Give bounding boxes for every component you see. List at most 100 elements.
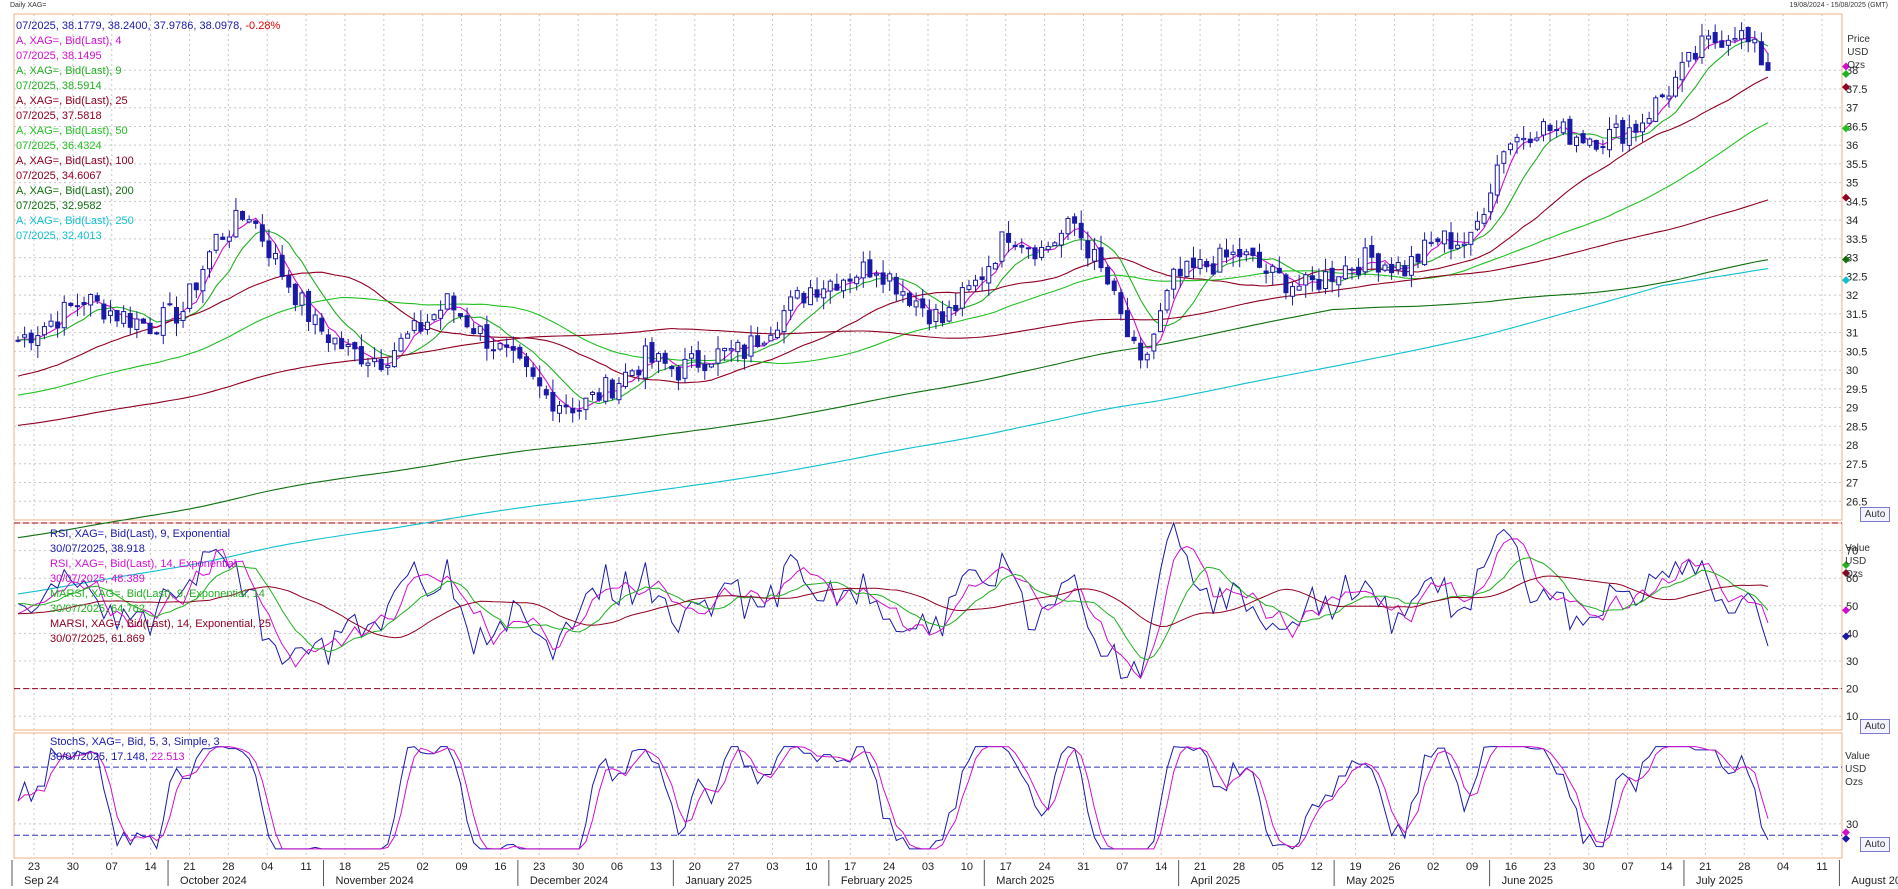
price-tick-label: 32 bbox=[1846, 290, 1858, 302]
candle-body bbox=[999, 231, 1005, 262]
price-axis-marker bbox=[1842, 255, 1850, 264]
x-tick-label: 17 bbox=[844, 861, 856, 873]
rsi-auto-button[interactable]: Auto bbox=[1860, 719, 1890, 734]
candle-body bbox=[1719, 40, 1725, 48]
price-legend-text: 07/2025, 38.5914 bbox=[16, 80, 102, 92]
price-legend-line: 07/2025, 34.6067 bbox=[16, 169, 280, 184]
candle-body bbox=[154, 332, 160, 335]
candle-body bbox=[1052, 242, 1058, 247]
price-tick-label: 28.5 bbox=[1846, 421, 1867, 433]
candle-body bbox=[226, 236, 232, 242]
candle-body bbox=[398, 337, 404, 352]
candle-body bbox=[973, 279, 979, 287]
rsi-legend-text: MARSI, XAG=, Bid(Last), 14, Exponential,… bbox=[50, 618, 272, 630]
rsi-units: Value USD Ozs bbox=[1845, 542, 1870, 581]
candle-body bbox=[1745, 26, 1751, 43]
x-tick-label: 14 bbox=[144, 861, 156, 873]
price-legend-text: A, XAG=, Bid(Last), 200 bbox=[16, 185, 134, 197]
candle-body bbox=[457, 313, 463, 317]
candle-body bbox=[1362, 247, 1368, 273]
rsi-tick-label: 60 bbox=[1846, 573, 1858, 585]
price-tick-label: 30 bbox=[1846, 365, 1858, 377]
candle-body bbox=[1098, 247, 1104, 269]
candle-body bbox=[1580, 133, 1586, 144]
candle-body bbox=[979, 276, 985, 280]
candle-body bbox=[946, 307, 952, 322]
candle-body bbox=[160, 307, 166, 336]
candle-body bbox=[1514, 136, 1520, 143]
x-tick-label: 07 bbox=[106, 861, 118, 873]
candle-body bbox=[1448, 232, 1454, 250]
candle-body bbox=[1190, 257, 1196, 269]
candle-body bbox=[1257, 251, 1263, 268]
candle-body bbox=[629, 370, 635, 377]
rsi-tick-label: 40 bbox=[1846, 628, 1858, 640]
price-legend-text: 07/2025, 36.4324 bbox=[16, 140, 102, 152]
price-tick-label: 37.5 bbox=[1846, 84, 1867, 96]
candle-body bbox=[1072, 216, 1078, 224]
candle-body bbox=[1138, 342, 1144, 361]
candle-body bbox=[1481, 214, 1487, 224]
candle-body bbox=[1626, 127, 1632, 146]
candle-body bbox=[517, 346, 523, 359]
x-tick-label: 04 bbox=[1777, 861, 1789, 873]
candle-body bbox=[193, 282, 199, 291]
x-tick-label: 21 bbox=[1699, 861, 1711, 873]
candle-body bbox=[1712, 32, 1718, 44]
candle-body bbox=[1296, 285, 1302, 291]
candle-body bbox=[1085, 240, 1091, 259]
x-tick-label: 02 bbox=[1427, 861, 1439, 873]
candle-body bbox=[596, 392, 602, 401]
price-legend-line: A, XAG=, Bid(Last), 250 bbox=[16, 214, 280, 229]
candle-body bbox=[81, 302, 87, 306]
candle-body bbox=[490, 349, 496, 352]
rsi-legend-line: MARSI, XAG=, Bid(Last), 9, Exponential, … bbox=[50, 587, 271, 602]
candle-body bbox=[1210, 263, 1216, 275]
candle-body bbox=[702, 363, 708, 372]
candle-body bbox=[814, 289, 820, 298]
x-tick-label: 26 bbox=[1388, 861, 1400, 873]
candle-body bbox=[907, 292, 913, 306]
price-legend-text: A, XAG=, Bid(Last), 4 bbox=[16, 35, 122, 47]
price-tick-label: 33.5 bbox=[1846, 234, 1867, 246]
stoch-auto-button[interactable]: Auto bbox=[1860, 837, 1890, 852]
candle-body bbox=[682, 358, 688, 379]
candle-body bbox=[708, 363, 714, 368]
candle-body bbox=[603, 377, 609, 402]
candle-body bbox=[1613, 123, 1619, 128]
moving-average-line bbox=[17, 259, 1769, 539]
candle-body bbox=[279, 254, 285, 278]
candle-body bbox=[847, 278, 853, 282]
candle-body bbox=[966, 285, 972, 290]
candle-body bbox=[319, 317, 325, 332]
rsi-legend-text: 30/07/2025, 61.869 bbox=[50, 633, 145, 645]
candle-body bbox=[1587, 138, 1593, 146]
candle-body bbox=[1640, 122, 1646, 133]
price-legend-line: A, XAG=, Bid(Last), 50 bbox=[16, 124, 280, 139]
x-tick-label: 20 bbox=[689, 861, 701, 873]
x-tick-label: 10 bbox=[805, 861, 817, 873]
x-tick-label: 09 bbox=[1466, 861, 1478, 873]
candle-body bbox=[431, 314, 437, 321]
candle-body bbox=[1025, 247, 1031, 250]
rsi-legend-text: 30/07/2025, 38.918 bbox=[50, 543, 145, 555]
price-legend-text: A, XAG=, Bid(Last), 100 bbox=[16, 155, 134, 167]
x-tick-label: 23 bbox=[28, 861, 40, 873]
price-tick-label: 30.5 bbox=[1846, 346, 1867, 358]
candle-body bbox=[1534, 137, 1540, 141]
rsi-tick-label: 30 bbox=[1846, 656, 1858, 668]
candle-body bbox=[1395, 261, 1401, 271]
candle-body bbox=[1428, 241, 1434, 244]
candle-body bbox=[570, 407, 576, 414]
candle-body bbox=[689, 353, 695, 359]
candle-body bbox=[1521, 137, 1527, 141]
x-tick-label: 07 bbox=[1116, 861, 1128, 873]
price-legend-text: A, XAG=, Bid(Last), 250 bbox=[16, 215, 134, 227]
x-tick-label: 02 bbox=[417, 861, 429, 873]
price-auto-button[interactable]: Auto bbox=[1860, 507, 1890, 522]
month-label: February 2025 bbox=[841, 875, 913, 887]
price-tick-label: 32.5 bbox=[1846, 271, 1867, 283]
x-tick-label: 16 bbox=[1505, 861, 1517, 873]
price-legend-text: 07/2025, 38.1779, 38.2400, 37.9786, 38.0… bbox=[16, 20, 243, 32]
